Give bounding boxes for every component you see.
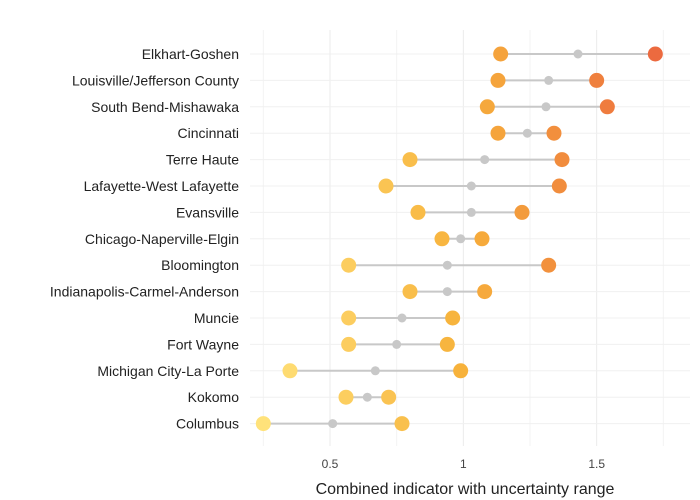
category-label: Kokomo [188,389,240,405]
category-label: Lafayette-West Lafayette [84,178,240,194]
high-point [394,416,410,432]
low-point [341,310,357,326]
low-point [341,257,357,273]
high-point [599,99,615,115]
low-point [479,99,495,115]
category-label: Fort Wayne [167,336,239,352]
low-point [490,125,506,141]
category-label: Cincinnati [178,125,239,141]
high-point [546,125,562,141]
low-point [493,46,509,62]
x-tick-labels: 0.5 1 1.5 [322,457,606,471]
low-point [338,389,354,405]
low-point [255,416,271,432]
mid-point [541,102,551,112]
data-points [255,46,663,432]
high-point [453,363,469,379]
mid-point [544,75,554,85]
category-label: Bloomington [161,257,239,273]
low-point [402,284,418,300]
high-point [381,389,397,405]
mid-point [392,339,402,349]
x-tick-label: 0.5 [322,457,339,471]
category-label: Muncie [194,310,239,326]
high-point [551,178,567,194]
high-point [647,46,663,62]
low-point [402,152,418,168]
category-label: Michigan City-La Porte [97,363,239,379]
low-point [490,72,506,88]
mid-point [397,313,407,323]
category-label: Chicago-Naperville-Elgin [85,231,239,247]
category-label: Terre Haute [166,152,239,168]
category-label: Evansville [176,204,239,220]
low-point [341,336,357,352]
mid-point [328,419,338,429]
mid-point [522,128,532,138]
mid-point [442,260,452,270]
mid-point [442,287,452,297]
mid-point [466,207,476,217]
mid-point [480,155,490,165]
high-point [589,72,605,88]
mid-point [456,234,466,244]
category-label: Columbus [176,416,239,432]
low-point [282,363,298,379]
category-labels: Elkhart-Goshen Louisville/Jefferson Count… [50,46,239,432]
low-point [410,204,426,220]
mid-point [466,181,476,191]
low-point [434,231,450,247]
low-point [378,178,394,194]
mid-point [573,49,583,59]
x-axis-title: Combined indicator with uncertainty rang… [316,481,615,498]
high-point [439,336,455,352]
high-point [477,284,493,300]
high-point [445,310,461,326]
mid-point [370,366,380,376]
category-label: South Bend-Mishawaka [91,99,239,115]
high-point [541,257,557,273]
category-label: Indianapolis-Carmel-Anderson [50,284,239,300]
x-tick-label: 1 [460,457,467,471]
high-point [474,231,490,247]
high-point [554,152,570,168]
x-tick-label: 1.5 [588,457,605,471]
category-label: Louisville/Jefferson County [72,72,239,88]
mid-point [362,392,372,402]
high-point [514,204,530,220]
category-label: Elkhart-Goshen [142,46,239,62]
